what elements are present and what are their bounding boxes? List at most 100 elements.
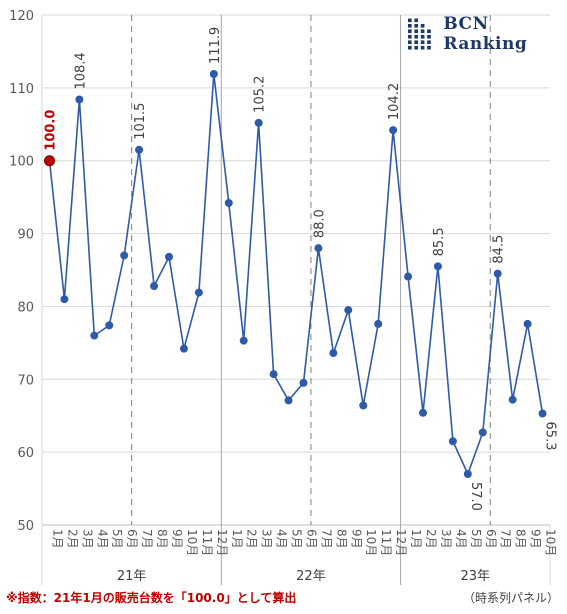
x-tick-label: 3月	[439, 529, 453, 549]
data-point	[239, 336, 248, 345]
x-axis-ticks: 1月 2月 3月 4月 5月 6月 7月 8月 9月 10月 11月 12月 1月 2月 3月 4月 5月 6月 7…	[50, 529, 557, 556]
data-label: 88.0	[312, 209, 327, 238]
x-tick-label: 5月	[290, 529, 304, 549]
data-label: 105.2	[253, 76, 268, 113]
data-label: 85.5	[432, 227, 447, 256]
data-label: 84.5	[492, 235, 507, 264]
x-tick-label: 9月	[529, 529, 543, 549]
data-point	[75, 95, 84, 104]
x-tick-label: 3月	[80, 529, 94, 549]
data-point	[463, 470, 472, 478]
y-tick-label: 120	[9, 9, 34, 24]
year-labels: 21年 22年 23年	[117, 569, 490, 584]
data-point	[60, 295, 69, 304]
data-point	[329, 349, 338, 358]
x-tick-label: 12月	[215, 529, 229, 556]
x-tick-label: 2月	[245, 529, 259, 549]
logo-grid-icon	[408, 18, 431, 50]
data-label: 108.4	[73, 52, 88, 89]
x-tick-label: 9月	[170, 529, 184, 549]
data-label: 104.2	[387, 83, 402, 120]
data-point	[433, 262, 442, 271]
data-point	[284, 396, 293, 405]
panel-type-note: （時系列パネル）	[462, 591, 559, 605]
x-tick-label: 4月	[454, 529, 468, 549]
data-point	[120, 251, 129, 260]
series-line	[48, 73, 544, 477]
data-point	[209, 70, 218, 79]
data-point	[493, 269, 502, 278]
x-tick-label: 6月	[484, 529, 498, 549]
data-point	[359, 401, 368, 410]
data-point	[419, 408, 427, 417]
x-tick-label: 8月	[334, 529, 348, 549]
x-tick-label: 3月	[260, 529, 274, 549]
data-point	[194, 288, 203, 297]
data-label: 101.5	[133, 103, 148, 140]
data-point	[179, 344, 188, 353]
data-point	[105, 321, 114, 330]
x-tick-label: 8月	[155, 529, 169, 549]
period-separators	[41, 15, 551, 585]
data-point	[224, 198, 233, 207]
x-tick-label: 11月	[379, 529, 393, 556]
data-label: 57.0	[468, 482, 483, 511]
data-points	[43, 70, 547, 478]
x-tick-label: 1月	[50, 529, 64, 549]
x-tick-label: 1月	[230, 529, 244, 549]
data-point	[254, 118, 263, 127]
x-tick-label: 5月	[110, 529, 124, 549]
data-point	[135, 145, 144, 154]
x-tick-label: 6月	[304, 529, 318, 549]
data-point	[90, 331, 99, 340]
data-labels: 100.0 108.4 101.5 111.9 105.2 88.0 104.2 85.5 57…	[43, 27, 557, 511]
data-point	[150, 282, 159, 291]
x-tick-label: 1月	[409, 529, 423, 549]
bcn-ranking-logo: BCN Ranking	[408, 14, 567, 54]
x-tick-label: 7月	[499, 529, 513, 549]
data-point	[389, 126, 398, 135]
series-polyline	[48, 73, 544, 477]
x-tick-label: 10月	[185, 529, 199, 556]
data-label-base: 100.0	[43, 110, 58, 151]
data-point	[538, 409, 547, 418]
x-tick-label: 8月	[514, 529, 528, 549]
y-tick-label: 50	[17, 519, 34, 534]
index-footnote: ※指数：21年1月の販売台数を「100.0」として算出	[6, 591, 297, 605]
grid-lines	[41, 14, 550, 526]
data-point	[165, 252, 173, 261]
data-label: 65.3	[543, 422, 558, 451]
x-tick-label: 11月	[200, 529, 214, 556]
data-point	[448, 437, 457, 446]
logo-text: BCN Ranking	[443, 14, 528, 54]
y-tick-label: 80	[17, 300, 34, 315]
x-tick-label: 7月	[140, 529, 154, 549]
data-point	[344, 306, 353, 315]
data-label: 111.9	[208, 27, 223, 64]
x-tick-label: 10月	[544, 529, 558, 556]
data-point	[478, 428, 487, 437]
x-tick-label: 9月	[349, 529, 363, 549]
x-tick-label: 4月	[275, 529, 289, 549]
data-point	[269, 370, 278, 379]
data-point	[374, 319, 383, 328]
x-tick-label: 4月	[95, 529, 109, 549]
y-tick-label: 60	[17, 446, 34, 461]
data-point	[523, 319, 532, 328]
data-point	[404, 272, 413, 281]
data-point-base	[43, 155, 55, 167]
y-axis-ticks: 50 60 70 80 90 100 110 120	[9, 9, 34, 534]
x-tick-label: 7月	[319, 529, 333, 549]
x-tick-label: 2月	[65, 529, 79, 549]
year-label: 22年	[296, 569, 326, 584]
x-tick-label: 6月	[125, 529, 139, 549]
x-tick-label: 5月	[469, 529, 483, 549]
data-point	[299, 378, 308, 387]
y-tick-label: 90	[17, 228, 34, 243]
year-label: 23年	[461, 569, 491, 584]
x-tick-label: 10月	[364, 529, 378, 556]
data-point	[508, 395, 517, 404]
y-tick-label: 100	[9, 155, 34, 170]
x-tick-label: 2月	[424, 529, 438, 549]
